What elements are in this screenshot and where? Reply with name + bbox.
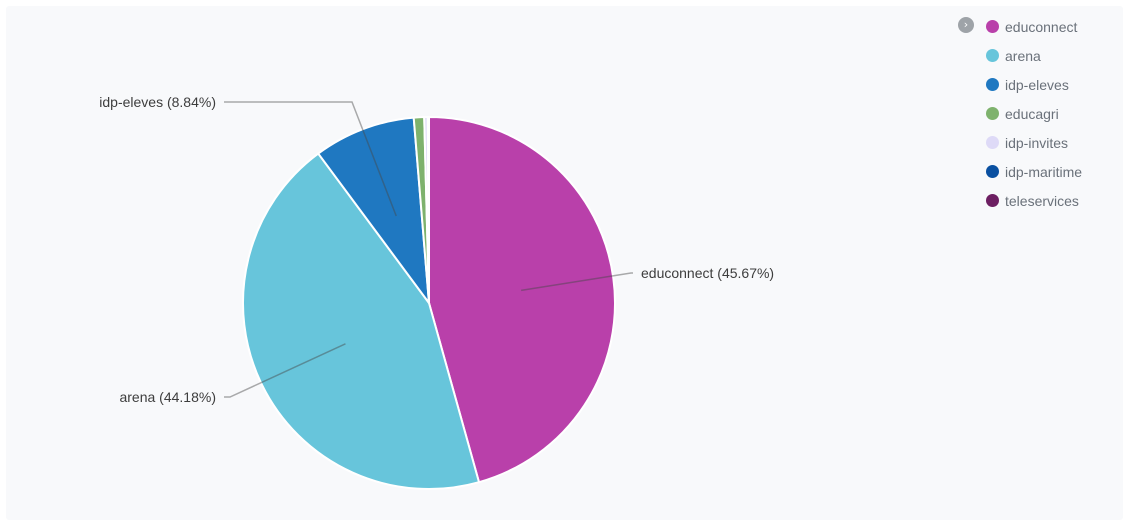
legend-swatch [986, 165, 999, 178]
legend-item-educonnect[interactable]: educonnect [986, 12, 1082, 41]
leader-line-educonnect [521, 272, 633, 292]
pie-slice-educonnect[interactable] [428, 115, 616, 484]
legend-item-educagri[interactable]: educagri [986, 99, 1082, 128]
legend-item-idp-invites[interactable]: idp-invites [986, 128, 1082, 157]
legend-label: idp-maritime [1005, 163, 1083, 180]
legend-label: arena [1005, 47, 1041, 64]
slice-label-educonnect: educonnect (45.67%) [641, 265, 774, 281]
legend-label: idp-eleves [1005, 76, 1069, 93]
legend-swatch [986, 20, 999, 33]
legend-swatch [986, 194, 999, 207]
legend-toggle-icon[interactable]: › [958, 17, 974, 33]
slice-label-idp-eleves: idp-eleves (8.84%) [99, 94, 216, 110]
legend-label: educagri [1005, 105, 1059, 122]
legend-item-arena[interactable]: arena [986, 41, 1082, 70]
legend-swatch [986, 107, 999, 120]
leader-line-idp-eleves [224, 101, 397, 217]
pie-slice-arena[interactable] [242, 152, 481, 490]
legend-item-idp-maritime[interactable]: idp-maritime [986, 157, 1082, 186]
slice-label-arena: arena (44.18%) [119, 389, 216, 405]
legend-list: educonnect arena idp-eleves educagri idp-inv… [986, 12, 1082, 215]
label-leader-lines [224, 101, 633, 398]
legend-label: idp-invites [1005, 134, 1069, 151]
legend-label: teleservices [1005, 192, 1079, 209]
legend-label: educonnect [1005, 18, 1078, 35]
legend-item-teleservices[interactable]: teleservices [986, 186, 1082, 215]
legend-swatch [986, 136, 999, 149]
pie-slices [242, 115, 616, 490]
slice-labels: educonnect (45.67%) arena (44.18%) idp-ele… [99, 94, 774, 405]
legend-item-idp-eleves[interactable]: idp-eleves [986, 70, 1082, 99]
leader-line-arena [224, 343, 346, 398]
pie-slice-idp-eleves[interactable] [316, 116, 431, 307]
legend-swatch [986, 49, 999, 62]
legend-swatch [986, 78, 999, 91]
